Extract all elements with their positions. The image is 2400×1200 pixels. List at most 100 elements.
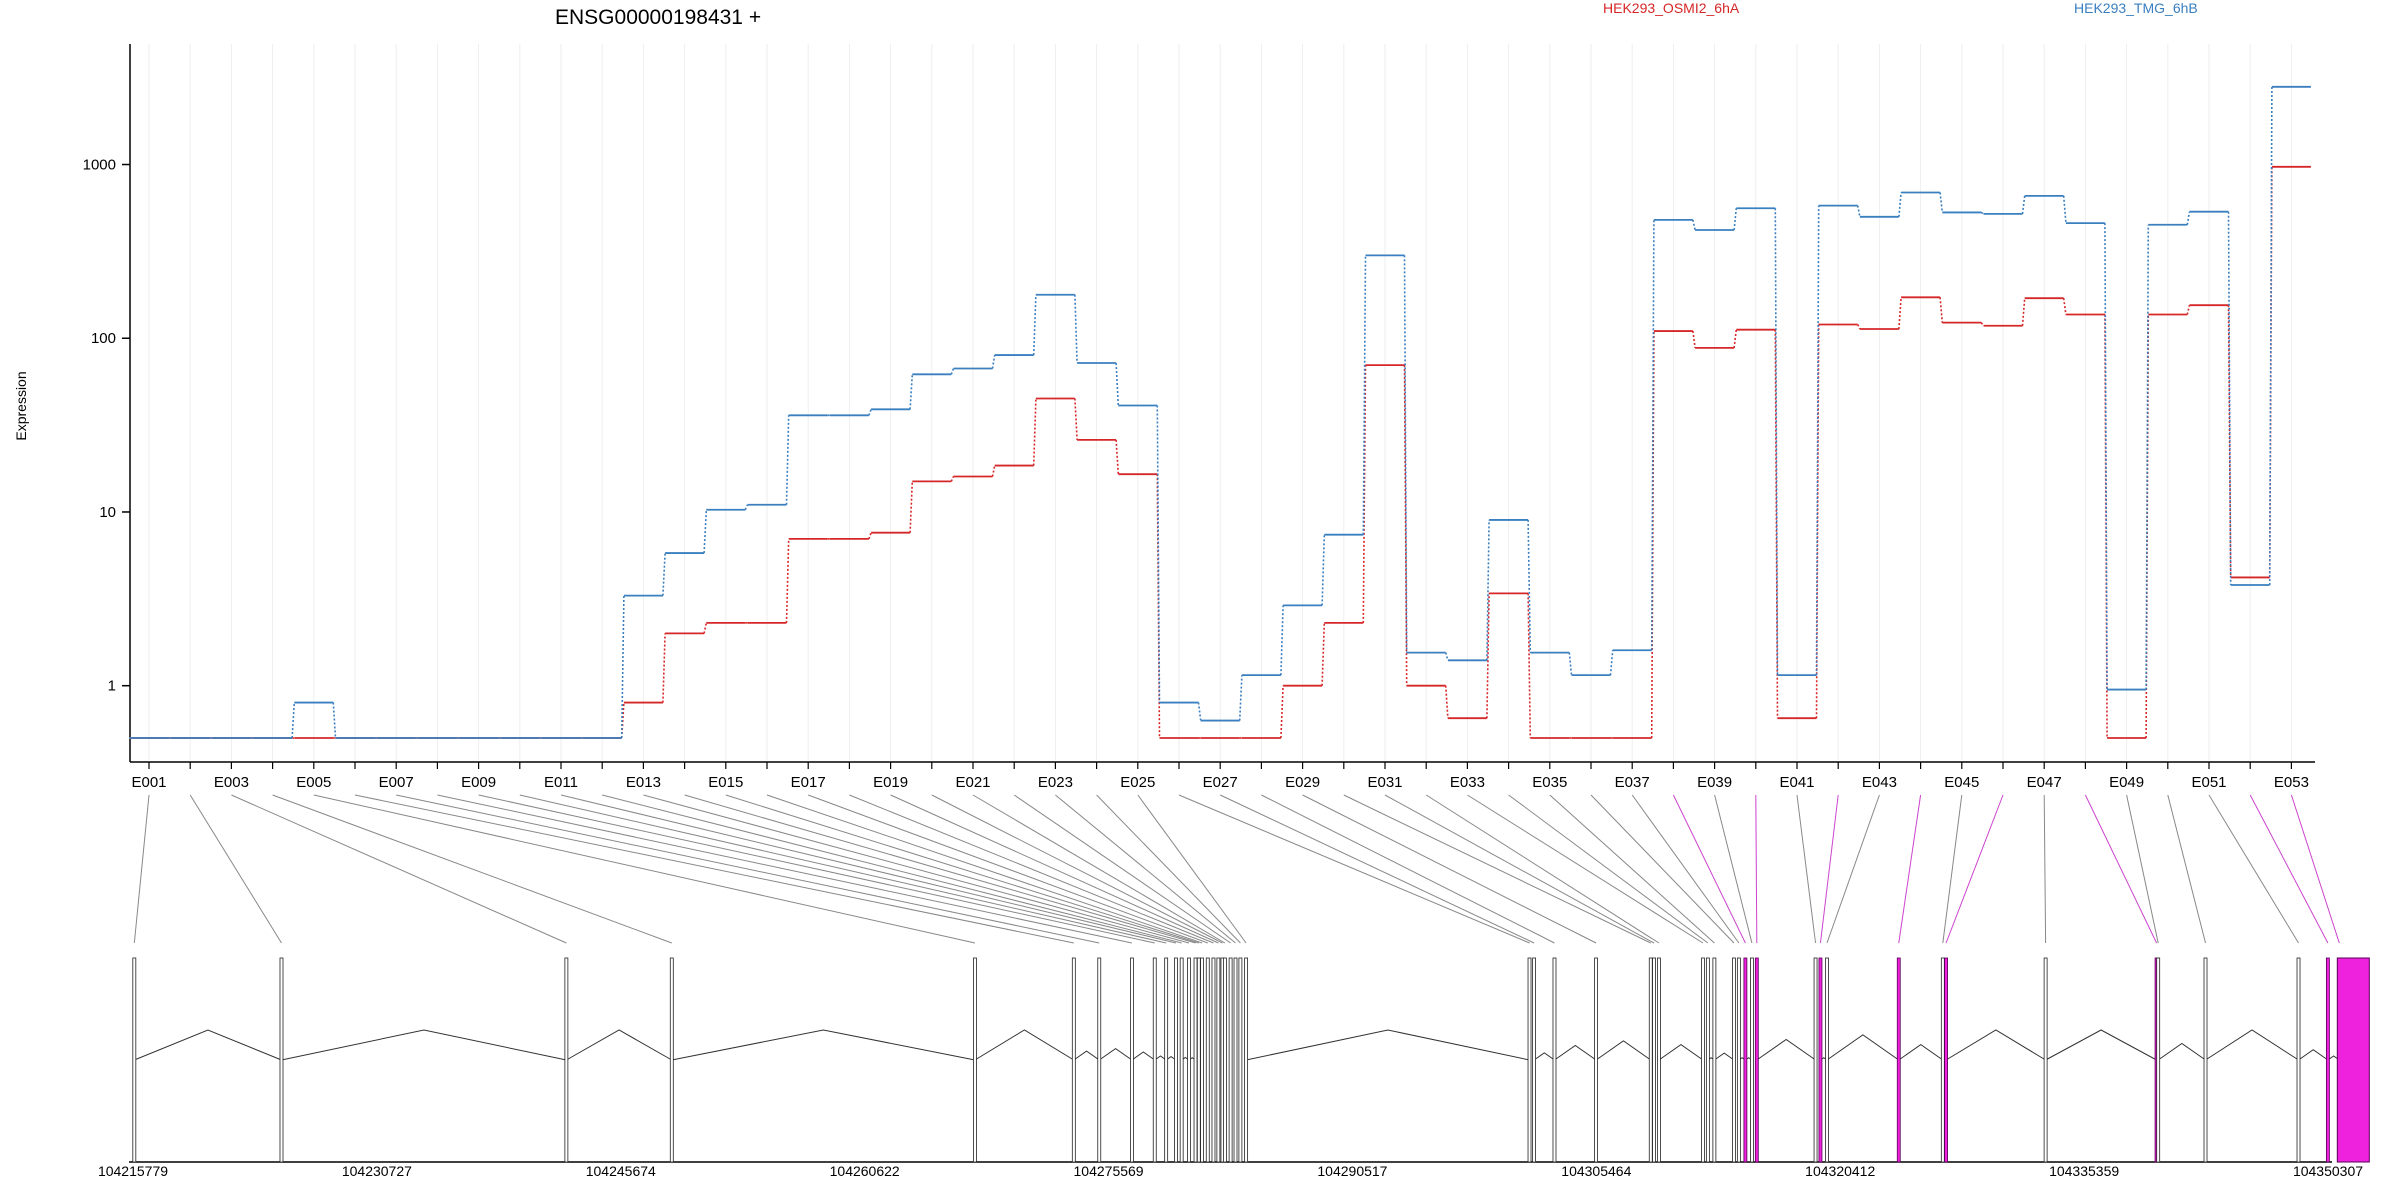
series-connector [950, 368, 955, 375]
connector-E051 [2208, 794, 2299, 944]
series-connector [2062, 298, 2067, 315]
connector-E020 [931, 794, 1223, 944]
series-connector [1980, 322, 1985, 327]
exon-box-E032 [1657, 957, 1661, 1163]
exon-box-E004 [669, 957, 674, 1163]
series-connector [1692, 330, 1696, 348]
exon-box-E041 [1813, 957, 1818, 1163]
exon-box-E013 [1187, 957, 1191, 1163]
series-connector [1362, 255, 1367, 535]
exon-box-E012 [1179, 957, 1184, 1163]
x-tick-label: E015 [708, 774, 743, 791]
connector-E052 [2249, 794, 2329, 944]
series-connector [1774, 329, 1779, 719]
connector-E025 [1137, 794, 1247, 944]
intron-line [671, 1029, 976, 1061]
intron-line [2298, 1049, 2329, 1061]
connector-E014 [684, 794, 1196, 944]
series-connector [2062, 195, 2067, 224]
connector-E004 [272, 794, 672, 944]
series-connector [1280, 685, 1284, 739]
exon-box-E051 [2296, 957, 2301, 1163]
series-connector [1032, 398, 1037, 466]
x-tick-label: E017 [791, 774, 826, 791]
connector-E008 [437, 794, 1133, 944]
series-connector [1280, 605, 1284, 676]
exon-box-E005 [973, 957, 977, 1163]
coordinate-label: 104230727 [342, 1163, 412, 1179]
exon-box-E003 [564, 957, 569, 1163]
exon-box-E031 [1652, 957, 1656, 1163]
series-connector [1692, 219, 1696, 231]
series-connector [1980, 211, 1984, 215]
series-connector [1856, 205, 1861, 217]
connector-E027 [1219, 794, 1535, 944]
series-connector [868, 409, 872, 416]
x-tick-label: E009 [461, 774, 496, 791]
intron-line [1595, 1040, 1652, 1061]
series-connector [2104, 223, 2108, 690]
exon-box-E035 [1712, 957, 1717, 1163]
series-connector [950, 476, 955, 482]
exon-box-E010 [1164, 957, 1169, 1163]
series-connector [744, 504, 749, 511]
series-connector [1197, 702, 1202, 721]
chart-title: ENSG00000198431 + [555, 6, 761, 29]
intron-line [134, 1029, 282, 1061]
series-connector [1856, 324, 1861, 330]
x-tick-label: E039 [1697, 774, 1732, 791]
intron-line [1098, 1047, 1133, 1061]
connector-E031 [1384, 794, 1655, 944]
series-connector [2021, 298, 2026, 326]
series-connector [1939, 192, 1944, 213]
coordinate-label: 104260622 [830, 1163, 900, 1179]
exon-box-E023 [1233, 957, 1238, 1163]
series-connector [868, 532, 872, 540]
exon-box-E018 [1211, 957, 1216, 1163]
coordinate-label: 104245674 [586, 1163, 656, 1179]
coordinate-label: 104275569 [1074, 1163, 1144, 1179]
y-tick-label: 10 [99, 504, 116, 521]
series-connector [1609, 650, 1614, 676]
series-connector [909, 374, 914, 410]
exon-box-E040 [1754, 957, 1759, 1163]
connector-E028 [1261, 794, 1555, 944]
connector-E043 [1826, 794, 1880, 944]
intron-line [1533, 1052, 1555, 1061]
connector-E010 [519, 794, 1167, 944]
exon-connector-lines [133, 794, 2340, 944]
connector-E001 [133, 794, 150, 944]
connector-E009 [478, 794, 1155, 944]
series-connector [703, 509, 708, 554]
exon-box-E017 [1205, 957, 1210, 1163]
series-connector [1403, 365, 1408, 686]
legend-entry-osmi2: HEK293_OSMI2_6hA [1603, 0, 1740, 16]
connector-E013 [643, 794, 1190, 944]
intron-line [566, 1029, 673, 1061]
intron-line [1658, 1043, 1704, 1061]
connector-E026 [1178, 794, 1530, 944]
connector-E002 [189, 794, 282, 944]
connector-E050 [2167, 794, 2206, 944]
series-connector [1733, 329, 1738, 348]
x-tick-label: E037 [1615, 774, 1650, 791]
x-tick-label: E005 [296, 774, 331, 791]
exon-box-E024 [1238, 957, 1243, 1163]
exon-box-E052 [2325, 957, 2330, 1163]
coordinate-label: 104305464 [1561, 1163, 1631, 1179]
x-tick-label: E019 [873, 774, 908, 791]
x-tick-label: E049 [2109, 774, 2144, 791]
exon-box-E001 [132, 957, 137, 1163]
intron-line [1073, 1050, 1100, 1061]
series-connector [2186, 211, 2191, 225]
exon-box-E029 [1594, 957, 1598, 1163]
series-connector [1939, 297, 1944, 323]
connector-E003 [231, 794, 567, 944]
connector-E016 [766, 794, 1203, 944]
connector-E041 [1796, 794, 1817, 944]
series-connector [2145, 224, 2150, 690]
series-connector [785, 415, 790, 505]
series-connector [1074, 398, 1078, 440]
connector-E021 [972, 794, 1226, 944]
